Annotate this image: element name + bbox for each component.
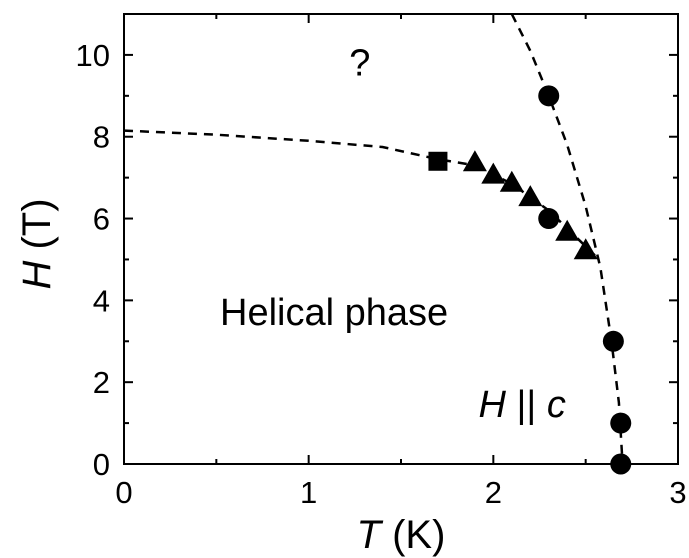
circle-data-point xyxy=(538,85,560,107)
phase-boundary-line xyxy=(123,129,596,257)
field-direction-label: H || c xyxy=(479,384,566,426)
triangle-data-point xyxy=(518,185,543,207)
axis-ticks xyxy=(123,13,679,465)
x-tick-label: 1 xyxy=(300,475,317,510)
triangle-data-point xyxy=(555,219,580,241)
circle-data-point xyxy=(538,208,560,230)
triangle-data-point xyxy=(499,170,524,192)
unknown-phase-label: ? xyxy=(349,42,370,84)
x-tick-label: 2 xyxy=(485,475,502,510)
triangle-data-point xyxy=(462,150,487,172)
circle-data-point xyxy=(610,412,632,434)
helical-phase-label: Helical phase xyxy=(220,292,448,334)
x-tick-label: 3 xyxy=(669,475,686,510)
annotations: ? Helical phase H || c xyxy=(220,42,566,426)
plot-frame xyxy=(123,13,679,465)
square-data-point xyxy=(428,151,448,171)
y-tick-label: 8 xyxy=(93,120,110,155)
tick-labels: 0 1 2 3 0 2 4 6 8 10 xyxy=(76,38,687,510)
triangle-data-point xyxy=(481,162,506,184)
y-tick-label: 10 xyxy=(76,38,110,73)
triangle-data-point xyxy=(573,238,598,260)
phase-boundary-line xyxy=(510,13,624,465)
circle-data-point xyxy=(602,330,624,352)
y-axis-symbol: H xyxy=(15,261,59,290)
y-axis-unit: (T) xyxy=(15,198,59,249)
y-tick-label: 0 xyxy=(93,447,110,482)
x-axis-title: T (K) xyxy=(357,513,446,557)
y-tick-label: 4 xyxy=(93,283,110,318)
x-axis-symbol: T xyxy=(357,513,384,557)
x-tick-label: 0 xyxy=(115,475,132,510)
y-axis-title: H (T) xyxy=(15,198,59,289)
y-tick-label: 2 xyxy=(93,365,110,400)
x-axis-unit: (K) xyxy=(392,513,445,557)
data-markers xyxy=(428,85,632,475)
y-tick-label: 6 xyxy=(93,202,110,237)
